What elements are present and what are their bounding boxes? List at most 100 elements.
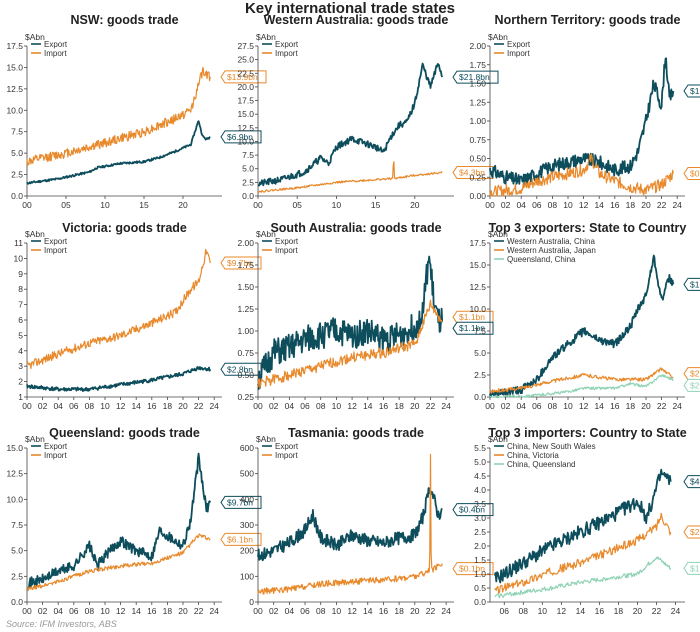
panel-title: Northern Territory: goods trade: [495, 13, 681, 27]
value-tag: [452, 321, 494, 335]
legend-label: Import: [275, 451, 298, 460]
y-tick-label: 1.50: [237, 282, 254, 292]
x-tick-label: 14: [363, 606, 373, 616]
x-tick-label: 22: [652, 606, 662, 616]
value-tag-label: $21.8bn: [459, 72, 490, 82]
legend-label: Export: [507, 40, 531, 49]
x-tick-label: 10: [100, 606, 110, 616]
x-tick-label: 24: [672, 401, 682, 411]
y-tick-label: 2.5: [11, 571, 23, 581]
legend-label: Queensland, China: [507, 255, 576, 264]
y-tick-label: 17.5: [237, 96, 254, 106]
y-tick-label: 5: [18, 330, 23, 340]
x-tick-label: 14: [594, 200, 604, 210]
x-tick-label: 02: [38, 401, 48, 411]
x-tick-label: 16: [595, 606, 605, 616]
legend-label: China, Queensland: [507, 460, 576, 469]
panel-title: Queensland: goods trade: [49, 426, 200, 440]
y-tick-label: 0.0: [11, 597, 23, 607]
legend-label: Western Australia, China: [507, 237, 595, 246]
y-tick-label: 5.5: [474, 443, 486, 453]
x-tick-label: 18: [626, 401, 636, 411]
y-tick-label: 15.0: [469, 260, 486, 270]
x-tick-label: 08: [548, 200, 558, 210]
x-tick-label: 24: [209, 606, 219, 616]
legend-label: Import: [44, 451, 67, 460]
y-tick-label: 17.5: [469, 238, 486, 248]
y-tick-label: 12.5: [469, 282, 486, 292]
y-tick-label: 2.5: [242, 177, 254, 187]
y-tick-label: 2: [18, 377, 23, 387]
x-tick-label: 20: [641, 401, 651, 411]
x-tick-label: 20: [178, 401, 188, 411]
y-tick-label: 2.5: [474, 527, 486, 537]
x-tick-label: 08: [316, 606, 326, 616]
x-tick-label: 18: [626, 200, 636, 210]
x-tick-label: 00: [485, 200, 495, 210]
x-tick-label: 20: [410, 401, 420, 411]
value-tag: [220, 532, 262, 546]
y-tick-label: 7.5: [474, 326, 486, 336]
y-tick-label: 0.0: [242, 191, 254, 201]
x-tick-label: 02: [501, 401, 511, 411]
y-tick-label: 1.50: [469, 79, 486, 89]
x-tick-label: 14: [363, 401, 373, 411]
legend-label: Export: [44, 40, 68, 49]
x-tick-label: 06: [69, 401, 79, 411]
x-tick-label: 18: [163, 606, 173, 616]
y-tick-label: 9: [18, 269, 23, 279]
x-tick-label: 00: [253, 606, 263, 616]
x-tick-label: 20: [410, 606, 420, 616]
x-tick-label: 06: [300, 606, 310, 616]
value-tag: [683, 84, 700, 98]
x-tick-label: 18: [614, 606, 624, 616]
value-tag: [220, 130, 262, 144]
x-tick-label: 12: [579, 200, 589, 210]
x-tick-label: 08: [85, 606, 95, 616]
y-tick-label: 12.5: [237, 123, 254, 133]
x-tick-label: 18: [394, 606, 404, 616]
x-tick-label: 00: [22, 606, 32, 616]
x-tick-label: 24: [672, 200, 682, 210]
value-tag-label: $0.1bn: [459, 564, 485, 574]
value-tag: [452, 562, 494, 576]
y-tick-label: 2.5: [474, 370, 486, 380]
x-tick-label: 12: [347, 401, 357, 411]
legend-label: Export: [275, 40, 299, 49]
x-tick-label: 15: [139, 200, 149, 210]
x-tick-label: 22: [426, 606, 436, 616]
x-tick-label: 08: [85, 401, 95, 411]
y-tick-label: 8: [18, 284, 23, 294]
chart-panel-6: Top 3 exporters: State to Country$Abn 0.0…: [469, 221, 700, 411]
x-tick-label: 22: [426, 401, 436, 411]
value-tag: [220, 70, 267, 84]
y-tick-label: 7.5: [11, 520, 23, 530]
value-tag-label: $2.2bn: [690, 369, 700, 379]
legend-label: Export: [275, 237, 299, 246]
y-tick-label: 1: [18, 392, 23, 402]
value-tag: [220, 256, 262, 270]
legend-label: China, Victoria: [507, 451, 559, 460]
legend-label: Export: [275, 442, 299, 451]
value-tag: [683, 561, 700, 575]
x-tick-label: 06: [532, 401, 542, 411]
panel-title: NSW: goods trade: [70, 13, 178, 27]
value-tag: [452, 310, 494, 324]
panel-title: Tasmania: goods trade: [288, 426, 424, 440]
y-tick-label: 500: [240, 469, 254, 479]
y-tick-label: 12.5: [6, 469, 23, 479]
value-tag-label: $13.9bn: [227, 72, 258, 82]
series-line-2: [494, 512, 672, 594]
y-tick-label: 2.00: [469, 41, 486, 51]
x-tick-label: 00: [22, 401, 32, 411]
value-tag: [683, 277, 700, 291]
x-tick-label: 08: [519, 606, 529, 616]
x-tick-label: 06: [500, 606, 510, 616]
x-tick-label: 02: [269, 606, 279, 616]
value-tag-label: $2.5bn: [690, 527, 700, 537]
x-tick-label: 10: [563, 200, 573, 210]
x-tick-label: 14: [131, 606, 141, 616]
y-tick-label: 0.75: [237, 348, 254, 358]
y-unit-label: $Abn: [488, 434, 508, 444]
y-tick-label: 0.0: [474, 392, 486, 402]
